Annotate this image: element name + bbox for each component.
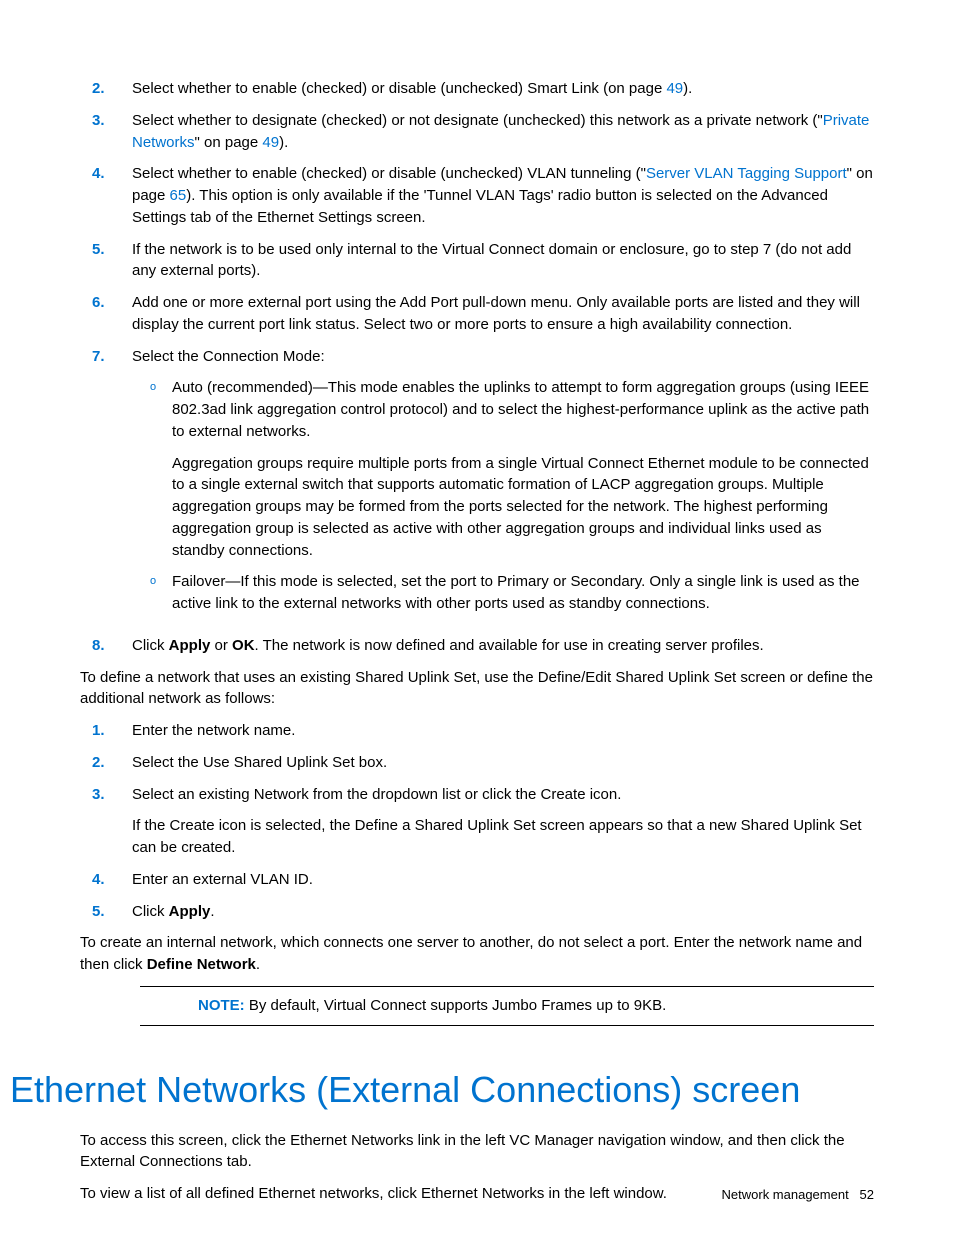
paragraph-shared-uplink: To define a network that uses an existin… — [80, 667, 874, 711]
text: Select whether to enable (checked) or di… — [132, 80, 666, 97]
step-body: If the network is to be used only intern… — [132, 239, 874, 283]
step-body: Select the Use Shared Uplink Set box. — [132, 752, 874, 774]
note-label: NOTE: — [198, 997, 245, 1014]
text: Select whether to enable (checked) or di… — [132, 165, 646, 182]
text: Auto (recommended)—This mode enables the… — [172, 377, 874, 442]
step-number: 1. — [86, 720, 132, 742]
step-body: Add one or more external port using the … — [132, 292, 874, 336]
step-body: Select an existing Network from the drop… — [132, 784, 874, 859]
step-body: Click Apply or OK. The network is now de… — [132, 635, 874, 657]
text: Aggregation groups require multiple port… — [172, 453, 874, 562]
note-text: By default, Virtual Connect supports Jum… — [245, 997, 667, 1014]
sub-bullet: o — [150, 377, 172, 561]
text: " on page — [195, 134, 263, 151]
bold-apply: Apply — [169, 903, 211, 920]
step-number: 7. — [86, 346, 132, 625]
step-number: 8. — [86, 635, 132, 657]
step-number: 5. — [86, 239, 132, 283]
link-server-vlan-tagging[interactable]: Server VLAN Tagging Support — [646, 165, 847, 182]
page: 2. Select whether to enable (checked) or… — [0, 0, 954, 1255]
step-number: 3. — [86, 784, 132, 859]
text: Select the Connection Mode: — [132, 346, 874, 368]
bold-ok: OK — [232, 637, 255, 654]
step-body: Select whether to enable (checked) or di… — [132, 78, 874, 100]
bold-define-network: Define Network — [147, 956, 256, 973]
text: ). This option is only available if the … — [132, 187, 828, 226]
heading-ethernet-networks: Ethernet Networks (External Connections)… — [10, 1064, 874, 1116]
page-link-49[interactable]: 49 — [666, 80, 683, 97]
sub-body: Auto (recommended)—This mode enables the… — [172, 377, 874, 561]
sub-bullet: o — [150, 571, 172, 615]
step2-1: 1. Enter the network name. — [86, 720, 874, 742]
step-6: 6. Add one or more external port using t… — [86, 292, 874, 336]
step-body: Click Apply. — [132, 901, 874, 923]
step-body: Select the Connection Mode: o Auto (reco… — [132, 346, 874, 625]
step2-4: 4. Enter an external VLAN ID. — [86, 869, 874, 891]
text: . The network is now defined and availab… — [255, 637, 764, 654]
footer-page-number: 52 — [860, 1187, 874, 1202]
step-5: 5. If the network is to be used only int… — [86, 239, 874, 283]
step-body: Enter an external VLAN ID. — [132, 869, 874, 891]
step-4: 4. Select whether to enable (checked) or… — [86, 163, 874, 228]
text: . — [210, 903, 214, 920]
step-body: Select whether to enable (checked) or di… — [132, 163, 874, 228]
step-7: 7. Select the Connection Mode: o Auto (r… — [86, 346, 874, 625]
text: ). — [683, 80, 692, 97]
note-box: NOTE: By default, Virtual Connect suppor… — [140, 987, 874, 1025]
step-number: 2. — [86, 752, 132, 774]
step2-3: 3. Select an existing Network from the d… — [86, 784, 874, 859]
step-body: Select whether to designate (checked) or… — [132, 110, 874, 154]
sub-item-failover: o Failover—If this mode is selected, set… — [150, 571, 874, 615]
text: Select an existing Network from the drop… — [132, 784, 874, 806]
step-number: 5. — [86, 901, 132, 923]
step-number: 2. — [86, 78, 132, 100]
footer-section: Network management — [722, 1187, 849, 1202]
text: Click — [132, 637, 169, 654]
text: or — [210, 637, 232, 654]
text: If the Create icon is selected, the Defi… — [132, 815, 874, 859]
step-number: 4. — [86, 869, 132, 891]
step-number: 4. — [86, 163, 132, 228]
page-link-49[interactable]: 49 — [262, 134, 279, 151]
step2-5: 5. Click Apply. — [86, 901, 874, 923]
page-link-65[interactable]: 65 — [170, 187, 187, 204]
sub-item-auto: o Auto (recommended)—This mode enables t… — [150, 377, 874, 561]
page-footer: Network management 52 — [722, 1186, 874, 1205]
note-divider-bottom — [140, 1025, 874, 1026]
paragraph-access-screen: To access this screen, click the Etherne… — [80, 1130, 874, 1174]
step2-2: 2. Select the Use Shared Uplink Set box. — [86, 752, 874, 774]
step-number: 3. — [86, 110, 132, 154]
step-number: 6. — [86, 292, 132, 336]
paragraph-internal-network: To create an internal network, which con… — [80, 932, 874, 976]
step-3: 3. Select whether to designate (checked)… — [86, 110, 874, 154]
step-8: 8. Click Apply or OK. The network is now… — [86, 635, 874, 657]
step-2: 2. Select whether to enable (checked) or… — [86, 78, 874, 100]
step-body: Enter the network name. — [132, 720, 874, 742]
sub-body: Failover—If this mode is selected, set t… — [172, 571, 874, 615]
bold-apply: Apply — [169, 637, 211, 654]
text: Click — [132, 903, 169, 920]
text: Select whether to designate (checked) or… — [132, 112, 823, 129]
text: . — [256, 956, 260, 973]
text: ). — [279, 134, 288, 151]
